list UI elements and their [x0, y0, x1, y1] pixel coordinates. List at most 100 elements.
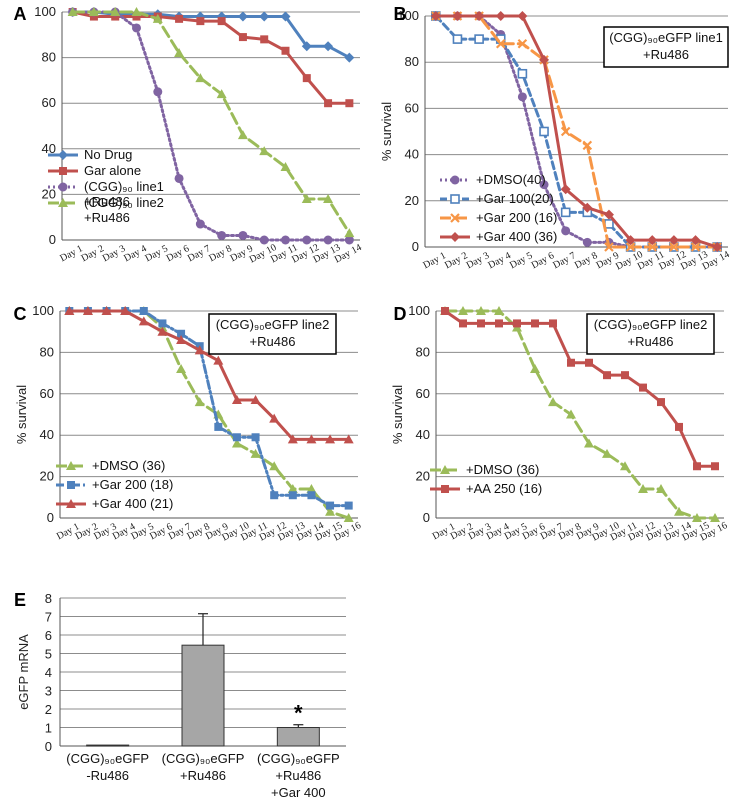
data-point	[280, 11, 291, 22]
data-point	[250, 448, 261, 458]
data-point	[710, 513, 720, 522]
legend-label: +DMSO(40)	[476, 172, 546, 187]
data-point	[110, 7, 121, 16]
y-tick-label: 0	[412, 239, 419, 254]
y-tick-label: 80	[42, 50, 56, 65]
data-point	[452, 34, 463, 44]
y-tick-label: 6	[45, 628, 52, 643]
data-point	[325, 434, 336, 444]
significance-marker: *	[294, 701, 303, 726]
data-point	[231, 438, 242, 448]
data-point	[344, 501, 353, 510]
data-point	[306, 484, 317, 494]
data-point	[495, 38, 506, 49]
data-point	[517, 38, 528, 49]
legend-marker	[440, 465, 450, 474]
legend: +DMSO(40) +Gar 100(20) +Gar 200 (16) +Gar 4…	[440, 172, 557, 244]
data-point	[231, 395, 242, 405]
y-tick-label: 40	[40, 427, 54, 442]
y-tick-label: 20	[416, 469, 430, 484]
y-axis-title: % survival	[379, 102, 394, 161]
data-point	[152, 13, 163, 23]
data-point	[251, 433, 260, 442]
legend-label: +Gar 200 (18)	[92, 477, 173, 492]
y-tick-label: 20	[40, 469, 54, 484]
data-point	[602, 448, 612, 458]
y-tick-label: 1	[45, 721, 52, 736]
legend-label: +Gar 100(20)	[476, 191, 554, 206]
data-point	[132, 12, 141, 21]
data-point	[259, 146, 270, 156]
data-point	[566, 409, 576, 419]
y-tick-label: 40	[416, 427, 430, 442]
data-point	[474, 34, 484, 44]
y-tick-label: 0	[49, 232, 56, 247]
data-point	[217, 17, 226, 26]
legend-label: +Ru486	[84, 194, 130, 209]
data-point	[64, 306, 75, 315]
data-point	[477, 319, 485, 328]
x-tick-label: +Gar 400	[271, 785, 326, 800]
data-point	[452, 11, 463, 21]
data-point	[82, 306, 93, 315]
data-point	[174, 48, 185, 58]
data-point	[690, 235, 701, 246]
data-point	[585, 358, 593, 367]
data-point	[474, 11, 485, 21]
data-point	[281, 46, 290, 55]
bar	[181, 644, 225, 747]
data-point	[539, 54, 550, 65]
y-tick-label: 20	[42, 186, 56, 201]
data-point	[269, 413, 280, 423]
series-line	[67, 309, 351, 441]
data-point	[668, 235, 679, 246]
data-point	[301, 41, 312, 52]
series-3	[64, 306, 354, 444]
data-point	[280, 162, 291, 172]
legend-label: +DMSO (36)	[92, 458, 165, 473]
data-point	[195, 219, 205, 229]
data-point	[288, 491, 297, 500]
y-tick-label: 100	[397, 8, 419, 23]
data-point	[495, 319, 503, 328]
data-point	[213, 355, 224, 365]
data-point	[232, 433, 241, 442]
y-tick-label: 40	[42, 141, 56, 156]
data-point	[517, 11, 528, 21]
y-tick-label: 60	[405, 100, 419, 115]
data-point	[567, 358, 575, 367]
legend-marker	[441, 485, 449, 493]
data-point	[238, 230, 248, 240]
legend-marker	[450, 194, 460, 204]
legend: +DMSO (36) +AA 250 (16)	[430, 462, 542, 496]
legend: +DMSO (36) +Gar 200 (18) +Gar 400 (21)	[56, 458, 173, 511]
legend-marker	[58, 198, 68, 207]
data-point	[194, 345, 205, 355]
data-point	[656, 484, 666, 494]
data-point	[301, 193, 312, 203]
data-point	[175, 14, 184, 23]
data-point	[549, 319, 557, 328]
y-tick-label: 60	[416, 386, 430, 401]
y-tick-label: 3	[45, 684, 52, 699]
data-point	[441, 307, 449, 315]
data-point	[430, 11, 441, 21]
y-tick-label: 2	[45, 702, 52, 717]
data-point	[548, 397, 558, 407]
series-4	[67, 7, 355, 238]
data-point	[582, 140, 593, 151]
data-point	[647, 242, 658, 252]
data-point	[259, 235, 269, 245]
series-2	[68, 8, 354, 108]
data-point	[323, 235, 333, 245]
series-line	[434, 14, 719, 249]
data-point	[158, 319, 167, 328]
y-tick-label: 60	[42, 95, 56, 110]
data-point	[669, 242, 679, 252]
data-point	[302, 235, 312, 245]
data-point	[517, 92, 527, 102]
data-point	[657, 398, 665, 407]
legend-marker	[59, 167, 67, 175]
data-point	[120, 306, 131, 315]
